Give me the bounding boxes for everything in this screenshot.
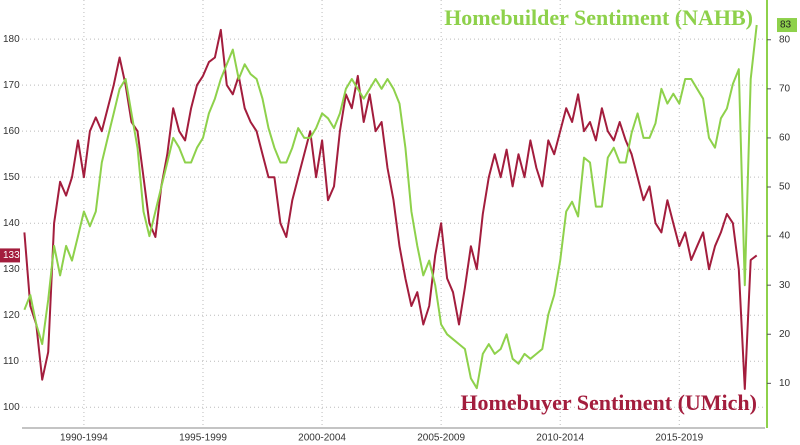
y2-tick-label: 50 — [779, 182, 791, 193]
y2-tick-label: 30 — [779, 280, 791, 291]
x-tick-label: 2010-2014 — [536, 433, 584, 444]
y2-tick-label: 80 — [779, 34, 791, 45]
legend-label: Homebuyer Sentiment (UMich) — [460, 390, 757, 415]
x-tick-label: 1990-1994 — [60, 433, 108, 444]
y-tick-label: 150 — [3, 172, 20, 183]
y2-tick-label: 70 — [779, 83, 791, 94]
last-value-flag — [777, 18, 797, 33]
last-value-label: 83 — [780, 20, 792, 31]
y2-tick-label: 40 — [779, 231, 791, 242]
x-tick-label: 2000-2004 — [298, 433, 346, 444]
legend-label: Homebuilder Sentiment (NAHB) — [444, 5, 753, 30]
y-tick-label: 100 — [3, 402, 20, 413]
x-tick-label: 1995-1999 — [179, 433, 227, 444]
series-line — [23, 24, 758, 390]
y-tick-label: 140 — [3, 218, 20, 229]
last-value-flag — [0, 248, 20, 263]
x-tick-label: 2015-2019 — [655, 433, 703, 444]
y-tick-label: 170 — [3, 80, 20, 91]
y2-tick-label: 20 — [779, 329, 791, 340]
y-tick-label: 120 — [3, 310, 20, 321]
y2-tick-label: 10 — [779, 378, 791, 389]
y-tick-label: 130 — [3, 264, 20, 275]
x-tick-label: 2005-2009 — [417, 433, 465, 444]
series-line — [23, 28, 758, 390]
y-tick-label: 180 — [3, 34, 20, 45]
y2-tick-label: 60 — [779, 133, 791, 144]
y-tick-label: 160 — [3, 126, 20, 137]
y-tick-label: 110 — [3, 356, 19, 367]
last-value-label: 133 — [3, 250, 20, 261]
